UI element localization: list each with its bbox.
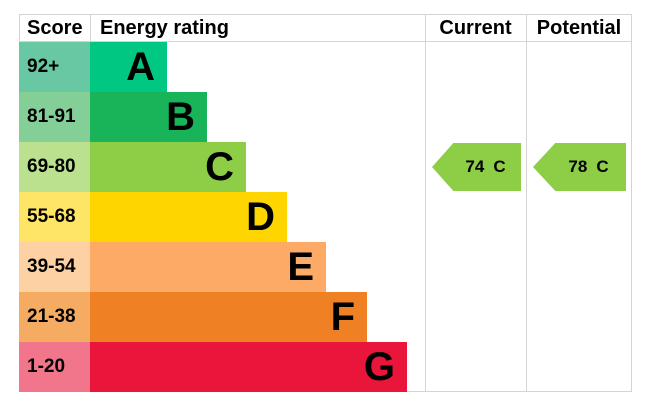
- rating-bar-f: F: [90, 292, 367, 342]
- score-range-e: 39-54: [19, 242, 90, 292]
- band-row-c: 69-80 C: [19, 142, 632, 192]
- current-rating-arrow: 74 C: [432, 143, 521, 191]
- current-potential-divider: [526, 14, 527, 392]
- score-column-border: [90, 14, 91, 42]
- energy-rating-column-header: Energy rating: [100, 17, 229, 39]
- band-row-g: 1-20 G: [19, 342, 632, 392]
- rating-bar-e: E: [90, 242, 326, 292]
- table-left-border: [19, 14, 20, 42]
- band-row-a: 92+ A: [19, 42, 632, 92]
- potential-rating-value: 78: [568, 157, 588, 176]
- table-top-border: [19, 14, 632, 15]
- score-range-c: 69-80: [19, 142, 90, 192]
- rating-bar-c: C: [90, 142, 246, 192]
- band-row-d: 55-68 D: [19, 192, 632, 242]
- current-rating-value: 74: [465, 157, 485, 176]
- rating-bar-d: D: [90, 192, 287, 242]
- band-row-e: 39-54 E: [19, 242, 632, 292]
- band-row-f: 21-38 F: [19, 292, 632, 342]
- rating-bar-g: G: [90, 342, 407, 392]
- score-range-g: 1-20: [19, 342, 90, 392]
- potential-rating-arrow: 78 C: [533, 143, 626, 191]
- table-right-border: [631, 14, 632, 392]
- rating-column-border: [425, 14, 426, 392]
- score-range-f: 21-38: [19, 292, 90, 342]
- header-bottom-border: [19, 41, 632, 42]
- band-row-b: 81-91 B: [19, 92, 632, 142]
- rating-bar-b: B: [90, 92, 207, 142]
- rating-bar-a: A: [90, 42, 167, 92]
- score-column-header: Score: [27, 17, 83, 39]
- current-column-header: Current: [439, 17, 512, 39]
- potential-column-header: Potential: [536, 17, 622, 39]
- score-range-d: 55-68: [19, 192, 90, 242]
- score-range-b: 81-91: [19, 92, 90, 142]
- current-rating-letter: C: [493, 157, 506, 176]
- potential-rating-letter: C: [596, 157, 609, 176]
- score-range-a: 92+: [19, 42, 90, 92]
- epc-table: Score Energy rating Current Potential 92…: [19, 14, 632, 392]
